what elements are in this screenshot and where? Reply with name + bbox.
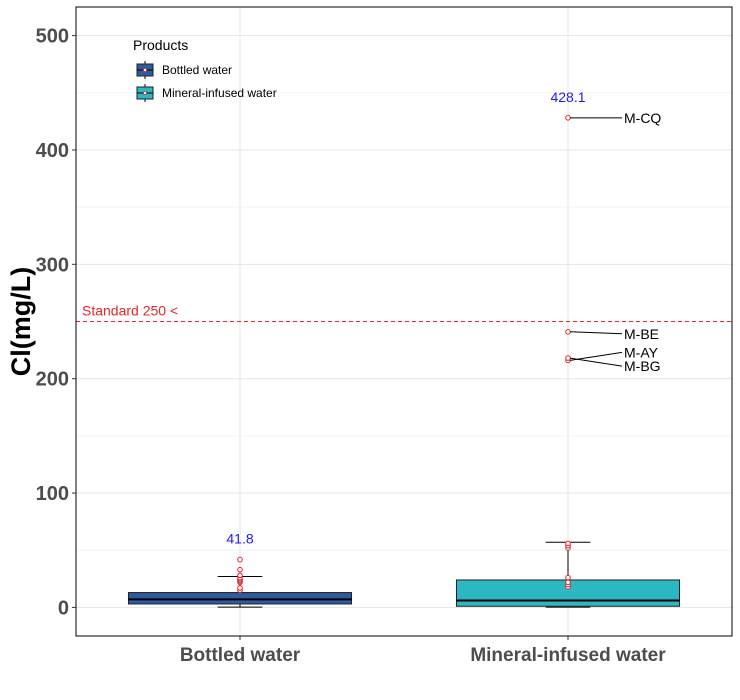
outlier-point xyxy=(237,566,243,573)
y-axis-title: Cl(mg/L) xyxy=(6,267,36,376)
outlier-point xyxy=(237,585,243,591)
y-tick-label: 200 xyxy=(36,369,69,391)
outlier-point xyxy=(565,355,571,361)
legend-key-point xyxy=(142,91,147,96)
box-iqr xyxy=(127,592,353,605)
boxes xyxy=(127,115,681,608)
legend-entry-label: Mineral-infused water xyxy=(162,86,277,100)
outlier-label: M-BG xyxy=(624,358,661,374)
x-tick-label: Bottled water xyxy=(180,645,301,666)
legend-key xyxy=(136,84,154,102)
y-axis: 0 100 200 300 400 500 xyxy=(36,26,76,619)
boxplot-1 xyxy=(455,115,681,608)
outlier-label-connector xyxy=(569,351,623,361)
outlier-label-connector xyxy=(569,331,623,335)
x-axis: Bottled water Mineral-infused water xyxy=(180,636,666,666)
y-tick-label: 300 xyxy=(36,254,69,276)
outlier-point xyxy=(237,572,243,579)
y-tick-label: 0 xyxy=(58,597,69,619)
y-tick-label: 500 xyxy=(36,26,69,48)
legend-key-point xyxy=(142,68,147,73)
reference-line-label: Standard 250 < xyxy=(82,303,178,319)
box-iqr xyxy=(455,579,681,607)
max-value-label: 41.8 xyxy=(226,531,253,547)
max-value-label: 428.1 xyxy=(550,89,585,105)
outlier-label: M-AY xyxy=(624,344,659,360)
plot-panel-border xyxy=(75,6,733,637)
reference-line-group: Standard 250 < xyxy=(76,303,732,322)
legend-entry-label: Bottled water xyxy=(162,63,232,77)
outlier-point xyxy=(565,574,571,581)
outlier-point xyxy=(565,328,571,335)
x-tick-label: Mineral-infused water xyxy=(470,645,666,666)
outlier-label: M-BE xyxy=(624,326,659,342)
annotations: 41.8 428.1 M-CQ M-BE M-BGM-AY xyxy=(226,89,661,547)
boxplot-0 xyxy=(127,556,353,608)
legend-key xyxy=(136,61,154,79)
outlier-point xyxy=(565,115,571,121)
y-tick-label: 100 xyxy=(36,483,69,505)
outlier-label: M-CQ xyxy=(624,110,661,126)
outlier-point xyxy=(237,556,243,563)
legend: Products Bottled water Mineral-infused wat… xyxy=(133,37,277,102)
y-tick-label: 400 xyxy=(36,140,69,162)
outlier-point xyxy=(565,540,571,547)
legend-title: Products xyxy=(133,37,188,53)
outlier-point xyxy=(565,579,571,586)
